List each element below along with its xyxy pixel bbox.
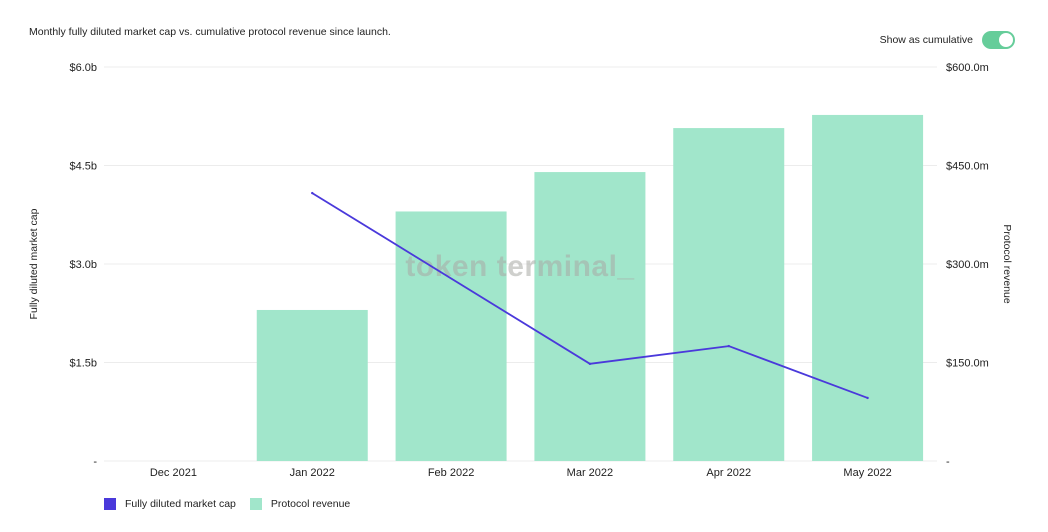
cumulative-toggle-group: Show as cumulative (880, 31, 1015, 49)
legend: Fully diluted market cap Protocol revenu… (104, 498, 364, 510)
y-tick-label: - (93, 456, 97, 468)
protocol-revenue-bar[interactable] (395, 211, 507, 461)
market-cap-point[interactable] (588, 362, 592, 366)
market-cap-line (311, 191, 869, 400)
y2-tick-label: $450.0m (946, 161, 989, 173)
y2-tick-label: - (946, 456, 950, 468)
protocol-revenue-bar[interactable] (673, 128, 785, 461)
protocol-revenue-bar[interactable] (812, 114, 924, 461)
x-tick-label: Dec 2021 (150, 467, 197, 479)
cumulative-toggle-label: Show as cumulative (879, 34, 973, 46)
right-axis-title: Protocol revenue (1001, 224, 1013, 304)
x-axis-ticks: Dec 2021 Jan 2022 Feb 2022 Mar 2022 Apr 2022… (150, 467, 892, 479)
left-axis-title: Fully diluted market cap (28, 208, 40, 319)
legend-label-protocol-revenue: Protocol revenue (270, 498, 351, 510)
market-cap-point[interactable] (311, 191, 314, 195)
toggle-knob (999, 33, 1013, 47)
legend-item-market-cap[interactable]: Fully diluted market cap (104, 498, 236, 510)
y-tick-label: $1.5b (69, 358, 97, 370)
market-cap-line-path (311, 192, 868, 399)
x-tick-label: Feb 2022 (428, 467, 474, 479)
cumulative-toggle[interactable] (982, 31, 1015, 49)
y-tick-label: $3.0b (69, 259, 97, 271)
legend-swatch-protocol-revenue (249, 498, 262, 510)
watermark: token terminal_ (405, 250, 634, 283)
right-axis-ticks: - $150.0m $300.0m $450.0m $600.0m (946, 62, 989, 468)
protocol-revenue-bars (256, 114, 924, 462)
y2-tick-label: $600.0m (946, 62, 989, 74)
x-tick-label: Apr 2022 (706, 467, 751, 479)
x-tick-label: May 2022 (843, 467, 891, 479)
legend-label-market-cap: Fully diluted market cap (125, 498, 236, 510)
chart-subtitle: Monthly fully diluted market cap vs. cum… (29, 26, 391, 38)
legend-item-protocol-revenue[interactable]: Protocol revenue (249, 498, 351, 510)
y-tick-label: $4.5b (69, 161, 97, 173)
gridlines (104, 66, 937, 462)
left-axis-ticks: - $1.5b $3.0b $4.5b $6.0b (69, 62, 97, 468)
y2-tick-label: $150.0m (946, 358, 989, 370)
market-cap-point[interactable] (866, 396, 869, 400)
x-tick-label: Jan 2022 (290, 467, 335, 479)
market-cap-point[interactable] (727, 344, 730, 348)
x-tick-label: Mar 2022 (567, 467, 613, 479)
y2-tick-label: $300.0m (946, 259, 989, 271)
y-tick-label: $6.0b (69, 62, 97, 74)
protocol-revenue-bar[interactable] (534, 172, 646, 462)
legend-swatch-market-cap (104, 498, 116, 510)
chart-canvas: token terminal_ - $1.5b $3.0b $4.5b $6.0b - $… (28, 62, 1013, 479)
protocol-revenue-bar[interactable] (256, 309, 368, 461)
